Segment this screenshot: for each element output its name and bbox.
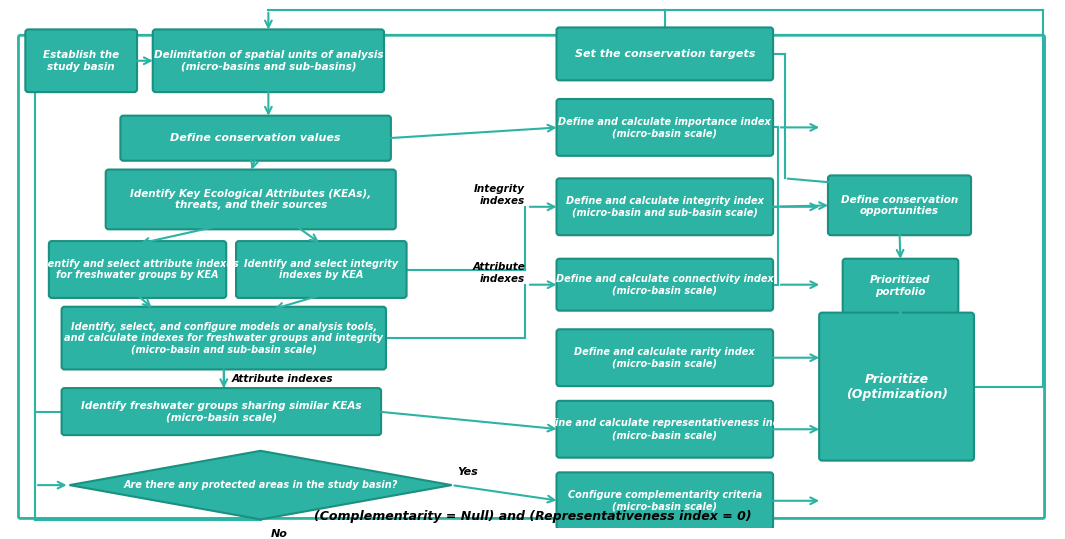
Text: Identify freshwater groups sharing similar KEAs
(micro-basin scale): Identify freshwater groups sharing simil… [81, 401, 362, 423]
Text: Define and calculate representativeness index
(micro-basin scale): Define and calculate representativeness … [537, 418, 793, 440]
Text: Delimitation of spatial units of analysis
(micro-basins and sub-basins): Delimitation of spatial units of analysi… [153, 50, 383, 72]
FancyBboxPatch shape [557, 178, 773, 235]
Text: Define and calculate importance index
(micro-basin scale): Define and calculate importance index (m… [558, 116, 771, 138]
FancyBboxPatch shape [49, 241, 226, 298]
FancyBboxPatch shape [120, 116, 391, 161]
FancyBboxPatch shape [557, 329, 773, 386]
Text: Define conservation
opportunities: Define conservation opportunities [841, 195, 958, 216]
Text: Attribute indexes: Attribute indexes [231, 374, 333, 384]
FancyBboxPatch shape [557, 472, 773, 529]
Text: Yes: Yes [458, 467, 478, 477]
Text: Prioritized
portfolio: Prioritized portfolio [870, 275, 931, 297]
Text: Identify and select attribute indexes
for freshwater groups by KEA: Identify and select attribute indexes fo… [36, 259, 239, 280]
FancyBboxPatch shape [557, 27, 773, 80]
Text: Define and calculate rarity index
(micro-basin scale): Define and calculate rarity index (micro… [574, 347, 755, 369]
FancyBboxPatch shape [557, 99, 773, 156]
FancyBboxPatch shape [828, 175, 971, 235]
FancyBboxPatch shape [557, 401, 773, 458]
Text: Configure complementarity criteria
(micro-basin scale): Configure complementarity criteria (micr… [568, 490, 761, 512]
FancyBboxPatch shape [842, 259, 958, 314]
Text: Define conservation values: Define conservation values [170, 133, 341, 143]
FancyBboxPatch shape [26, 30, 137, 92]
Text: Integrity
indexes: Integrity indexes [474, 184, 525, 206]
FancyBboxPatch shape [557, 259, 773, 310]
Text: Define and calculate connectivity index
(micro-basin scale): Define and calculate connectivity index … [556, 274, 773, 295]
Text: Define and calculate integrity index
(micro-basin and sub-basin scale): Define and calculate integrity index (mi… [566, 196, 764, 218]
FancyBboxPatch shape [152, 30, 384, 92]
Text: Set the conservation targets: Set the conservation targets [575, 49, 755, 59]
FancyBboxPatch shape [819, 313, 974, 461]
Text: Are there any protected areas in the study basin?: Are there any protected areas in the stu… [124, 480, 397, 490]
Text: Identify, select, and configure models or analysis tools,
and calculate indexes : Identify, select, and configure models o… [64, 321, 383, 355]
Text: Attribute
indexes: Attribute indexes [473, 262, 525, 284]
FancyBboxPatch shape [236, 241, 407, 298]
Polygon shape [69, 451, 452, 520]
Text: Identify and select integrity
indexes by KEA: Identify and select integrity indexes by… [244, 259, 398, 280]
FancyBboxPatch shape [105, 170, 396, 229]
Text: (Complementarity = Null) and (Representativeness index = 0): (Complementarity = Null) and (Representa… [314, 510, 751, 523]
FancyBboxPatch shape [62, 307, 386, 369]
Text: Prioritize
(Optimization): Prioritize (Optimization) [846, 372, 948, 400]
Text: No: No [271, 529, 288, 539]
Text: Identify Key Ecological Attributes (KEAs),
threats, and their sources: Identify Key Ecological Attributes (KEAs… [130, 189, 372, 210]
Text: Establish the
study basin: Establish the study basin [44, 50, 119, 72]
FancyBboxPatch shape [62, 388, 381, 435]
